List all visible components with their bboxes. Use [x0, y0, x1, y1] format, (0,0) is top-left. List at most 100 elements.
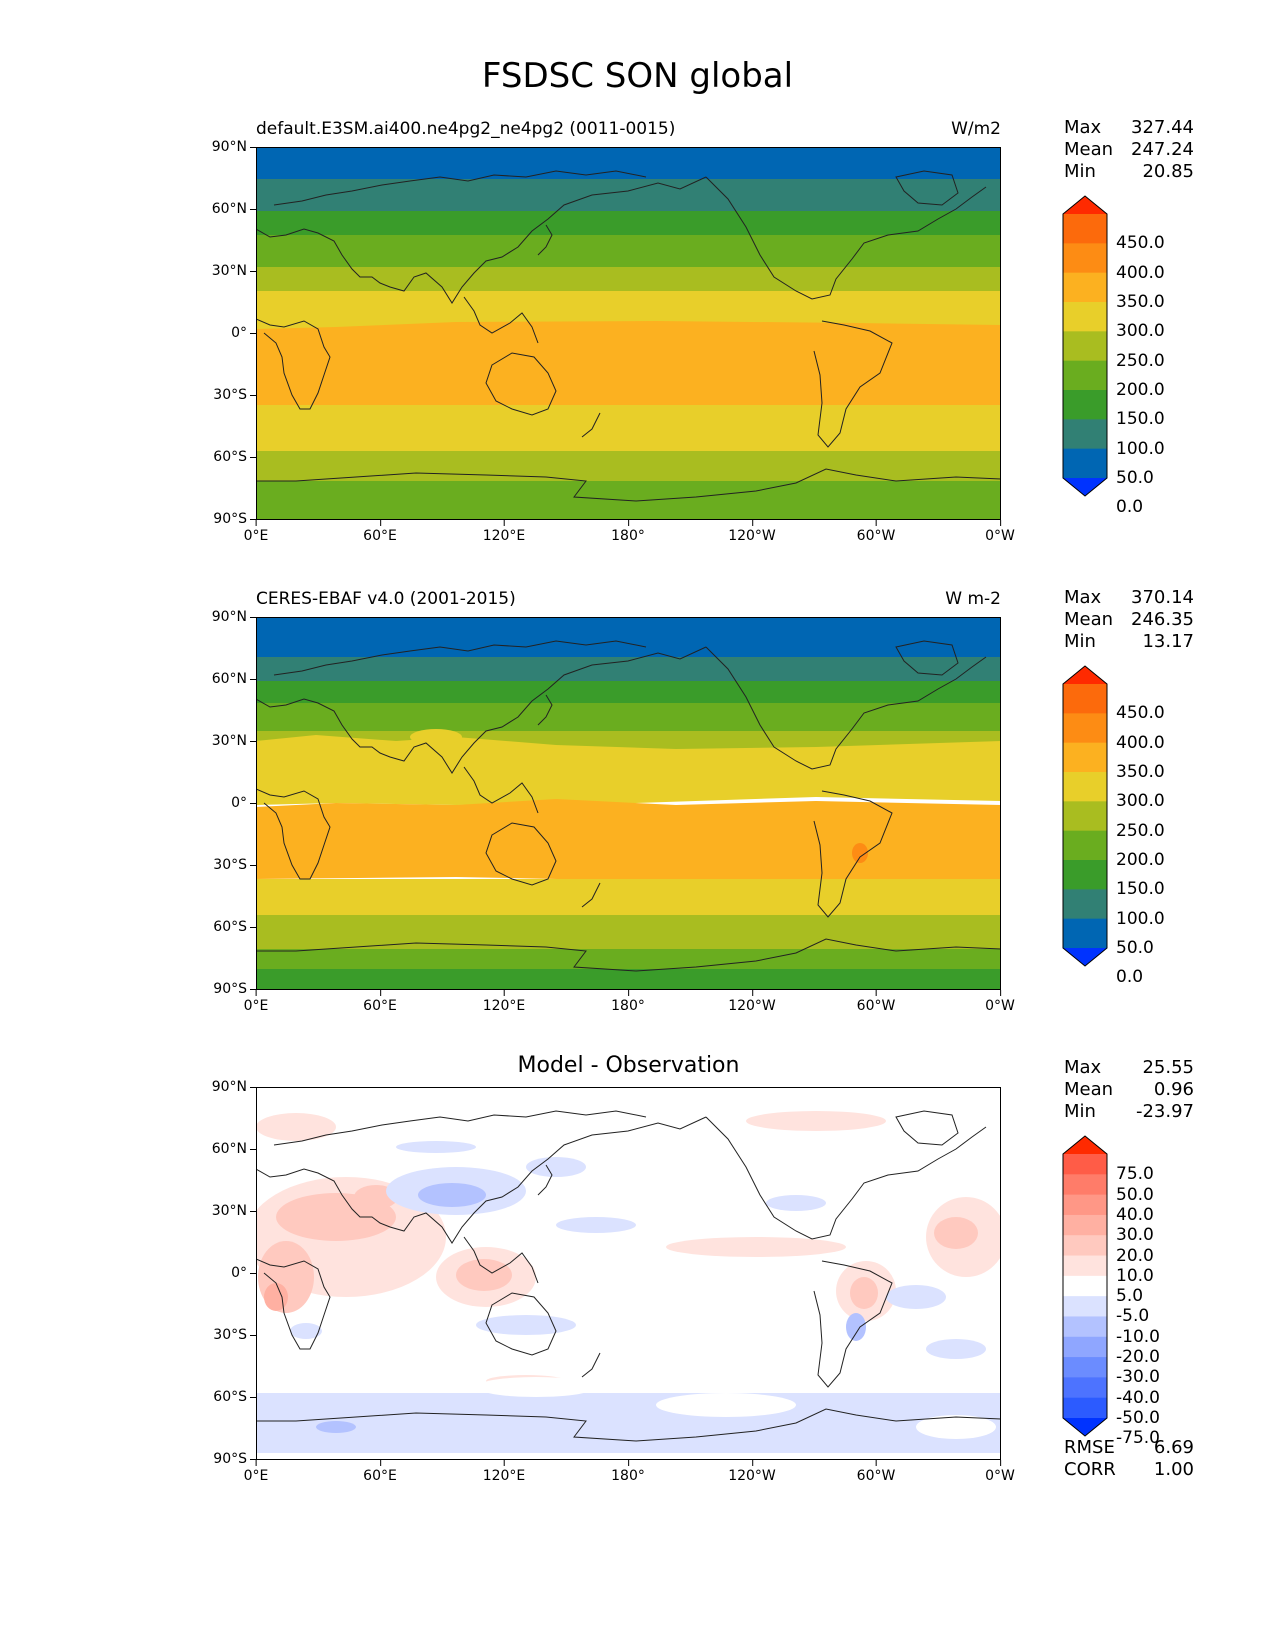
- colorbar-tick-label: 40.0: [1116, 1204, 1154, 1225]
- coast-australia: [485, 352, 557, 416]
- colorbar-tick-label: 75.0: [1116, 1164, 1154, 1185]
- panel-units: W m-2: [945, 589, 1001, 609]
- stat-min-value: 13.17: [1142, 631, 1194, 652]
- anom-neg: [316, 1421, 356, 1433]
- anom-pos: [666, 1237, 846, 1257]
- colorbar-segment: [1063, 713, 1107, 744]
- lon-label: 60°E: [363, 990, 397, 1014]
- colorbar-outline: [1062, 1135, 1108, 1437]
- colorbar-segment: [1063, 448, 1107, 479]
- coast-samerica: [813, 1260, 893, 1388]
- lat-label: 90°S: [195, 511, 256, 527]
- band-lat-60-45: [256, 211, 1001, 235]
- colorbar-tick-label: 400.0: [1116, 262, 1165, 283]
- corr-value: 1.00: [1153, 1459, 1194, 1480]
- band-tropics: [256, 321, 1001, 409]
- colorbar-tick-label: -50.0: [1116, 1408, 1160, 1428]
- colorbar-tick-label: 50.0: [1116, 468, 1154, 488]
- colorbar-segment: [1063, 419, 1107, 450]
- colorbar-tick-label: 20.0: [1116, 1245, 1154, 1266]
- lon-label: 0°E: [243, 990, 269, 1014]
- stat-min-value: 20.85: [1142, 161, 1194, 182]
- colorbar-tick-label: 350.0: [1116, 292, 1165, 312]
- anom-neg-band: [256, 1393, 1001, 1453]
- coast-seasia: [463, 1236, 539, 1284]
- band-tropics: [256, 799, 1001, 881]
- stat-mean-value: 246.35: [1131, 609, 1194, 630]
- lon-label: 180°: [611, 990, 645, 1014]
- coast-japan: [537, 1164, 553, 1196]
- colorbar-tick-label: 30.0: [1116, 1225, 1154, 1246]
- lat-label: 60°S: [195, 1389, 256, 1405]
- coast-samerica: [813, 320, 893, 448]
- anom-pos: [264, 1283, 288, 1311]
- coast-japan: [537, 224, 553, 256]
- band-lat-80-90s: [256, 969, 1001, 990]
- stat-min-label: Min: [1064, 631, 1096, 652]
- colorbar-tick-label: 200.0: [1116, 380, 1165, 400]
- band-lat-60-45: [256, 681, 1001, 703]
- lon-label: 0°E: [243, 1460, 269, 1484]
- colorbar-segment: [1063, 801, 1107, 832]
- colorbar-segment: [1063, 860, 1107, 890]
- colorbar-segment: [1063, 1235, 1107, 1257]
- stat-mean-label: Mean: [1064, 139, 1114, 160]
- colorbar-segment: [1063, 1174, 1107, 1196]
- stat-mean-label: Mean: [1064, 1079, 1114, 1100]
- stats-box: Max 25.55 Mean 0.96 Min -23.97: [1064, 1057, 1194, 1123]
- coast-arctic: [273, 640, 647, 676]
- stat-min-label: Min: [1064, 1101, 1096, 1122]
- colorbar-graphic: [1062, 665, 1108, 967]
- colorbar-tick-label: 100.0: [1116, 908, 1165, 929]
- anom-neg: [846, 1313, 866, 1341]
- anom-pos: [850, 1277, 878, 1309]
- colorbar-tick-label: -75.0: [1116, 1428, 1160, 1449]
- coast-samerica: [813, 790, 893, 918]
- panel-units: W/m2: [951, 119, 1001, 139]
- map-observation: [256, 617, 1001, 990]
- anom-gap: [656, 1393, 796, 1417]
- lat-label: 30°S: [195, 857, 256, 873]
- andes-patch: [852, 843, 868, 863]
- colorbar-extend-max: [1063, 666, 1107, 684]
- colorbar-segment: [1063, 889, 1107, 920]
- panel-title-left: CERES-EBAF v4.0 (2001-2015): [256, 589, 516, 609]
- lon-label: 120°E: [482, 1460, 526, 1484]
- colorbar-segment: [1063, 1214, 1107, 1236]
- band-lat-50-65s: [256, 451, 1001, 481]
- coast-arctic: [273, 1110, 647, 1146]
- metrics-box: RMSE 6.69 CORR 1.00: [1064, 1437, 1194, 1481]
- panel-difference: Model - Observation: [0, 1053, 1275, 1557]
- anom-neg: [886, 1285, 946, 1309]
- coastlines: [256, 170, 1001, 502]
- panel-title-left: default.E3SM.ai400.ne4pg2_ne4pg2 (0011-0…: [256, 119, 676, 139]
- colorbar-tick-label: 300.0: [1116, 321, 1165, 342]
- lat-label: 30°N: [195, 263, 256, 279]
- colorbar-segment: [1063, 272, 1107, 303]
- coast-australia: [485, 822, 557, 886]
- lon-label: 180°: [611, 1460, 645, 1484]
- lat-label: 60°S: [195, 919, 256, 935]
- stats-box: Max 370.14 Mean 246.35 Min 13.17: [1064, 587, 1194, 653]
- coast-antarctica: [256, 468, 1001, 502]
- colorbar-extend-min: [1063, 478, 1107, 496]
- colorbar-segment: [1063, 390, 1107, 420]
- lat-label: 30°S: [195, 387, 256, 403]
- stat-mean-label: Mean: [1064, 609, 1114, 630]
- band-lat-35-50s: [256, 405, 1001, 451]
- colorbar-tick-label: -40.0: [1116, 1387, 1160, 1408]
- rmse-label: RMSE: [1064, 1437, 1115, 1458]
- stat-max-value: 25.55: [1142, 1057, 1194, 1078]
- lat-label: 60°N: [195, 1141, 256, 1157]
- lon-label: 60°E: [363, 1460, 397, 1484]
- colorbar-segment: [1063, 1316, 1107, 1338]
- lon-label: 0°W: [985, 520, 1015, 544]
- colorbar-tick-label: 200.0: [1116, 850, 1165, 870]
- stat-min-value: -23.97: [1135, 1101, 1194, 1122]
- coastlines: [256, 1110, 1001, 1442]
- anom-neg: [290, 1323, 322, 1339]
- lon-label: 60°W: [856, 990, 896, 1014]
- colorbar-tick-label: 100.0: [1116, 438, 1165, 459]
- colorbar-tick-label: 150.0: [1116, 879, 1165, 900]
- stat-mean-value: 247.24: [1131, 139, 1194, 160]
